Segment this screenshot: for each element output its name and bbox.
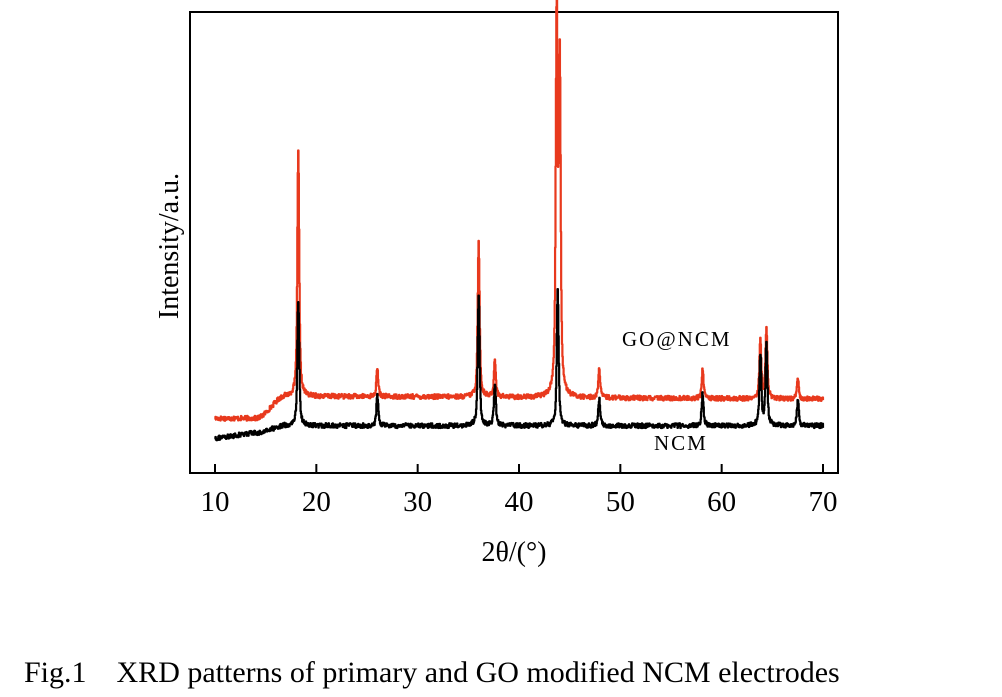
x-ticks xyxy=(214,464,824,473)
x-tick-label: 10 xyxy=(201,486,230,518)
x-tick-label: 70 xyxy=(809,486,838,518)
y-axis-title: Intensity/a.u. xyxy=(154,173,185,319)
plot-frame xyxy=(189,11,839,474)
series-line-ncm xyxy=(214,287,825,442)
x-axis-title: 2θ/(°) xyxy=(481,537,546,568)
series-line-go-ncm xyxy=(214,0,825,422)
x-tick-labels: 10 20 30 40 50 60 70 xyxy=(201,486,838,518)
x-tick-label: 40 xyxy=(505,486,534,518)
series-label-ncm: NCM xyxy=(654,431,708,455)
x-tick-label: 20 xyxy=(302,486,331,518)
series-layer xyxy=(214,0,825,442)
x-tick-label: 30 xyxy=(403,486,432,518)
series-label-go-ncm: GO@NCM xyxy=(622,327,732,351)
figure-caption: Fig.1 XRD patterns of primary and GO mod… xyxy=(24,656,840,689)
x-tick-label: 60 xyxy=(707,486,736,518)
x-tick-label: 50 xyxy=(606,486,635,518)
